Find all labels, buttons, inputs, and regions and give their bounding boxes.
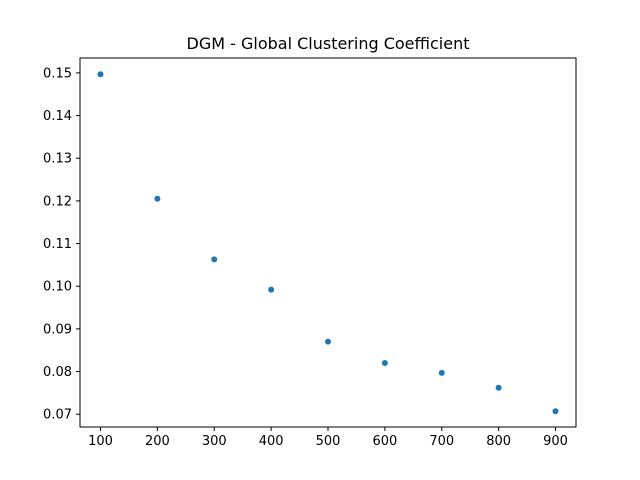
- data-points: [97, 71, 559, 415]
- y-tick-label: 0.10: [43, 280, 72, 295]
- x-tick-label: 100: [88, 434, 113, 449]
- y-tick-label: 0.08: [43, 365, 72, 380]
- data-point: [381, 360, 388, 367]
- y-tick-label: 0.12: [43, 194, 72, 209]
- x-axis: 100 200 300 400 500 600 700 800 900: [88, 427, 568, 449]
- y-tick-label: 0.13: [43, 152, 72, 167]
- data-point: [495, 384, 502, 391]
- y-tick-label: 0.15: [43, 66, 72, 81]
- x-tick-label: 400: [259, 434, 284, 449]
- x-tick-label: 900: [543, 434, 568, 449]
- y-tick-label: 0.11: [43, 237, 72, 252]
- data-point: [97, 71, 104, 78]
- data-point: [552, 408, 559, 415]
- x-tick-label: 700: [429, 434, 454, 449]
- chart-title: DGM - Global Clustering Coefficient: [187, 34, 470, 53]
- x-tick-label: 200: [145, 434, 170, 449]
- y-tick-label: 0.07: [43, 408, 72, 423]
- data-point: [325, 338, 331, 345]
- data-point: [211, 256, 218, 263]
- plot-frame: [79, 57, 577, 428]
- x-tick-label: 300: [202, 434, 227, 449]
- y-tick-label: 0.14: [43, 109, 72, 124]
- data-point: [268, 286, 275, 293]
- data-point: [438, 369, 445, 376]
- x-tick-label: 600: [372, 434, 397, 449]
- y-tick-label: 0.09: [43, 322, 72, 337]
- x-tick-label: 500: [316, 434, 341, 449]
- y-axis: 0.07 0.08 0.09 0.10 0.11 0.12 0.13 0.14 0.15: [43, 66, 80, 423]
- x-tick-label: 800: [486, 434, 511, 449]
- data-point: [154, 195, 161, 202]
